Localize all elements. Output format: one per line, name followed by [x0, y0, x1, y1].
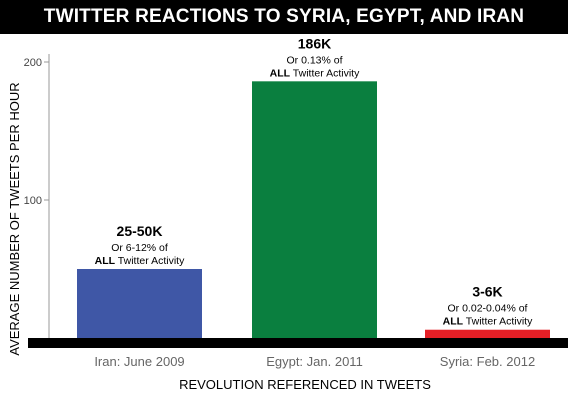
- bar-percent-label: Or 0.02-0.04% of: [448, 303, 528, 315]
- x-category-label: Iran: June 2009: [94, 354, 184, 369]
- y-tick-label: 100: [24, 195, 42, 207]
- y-axis-title: AVERAGE NUMBER OF TWEETS PER HOUR: [7, 82, 22, 355]
- bar-value-label: 3-6K: [472, 284, 502, 300]
- bars: [77, 81, 550, 338]
- x-category-label: Egypt: Jan. 2011: [266, 354, 363, 369]
- bar-value-label: 25-50K: [117, 223, 163, 239]
- bar-activity-label: ALL Twitter Activity: [95, 255, 185, 267]
- y-ticks: 100 200: [24, 57, 49, 207]
- bar: [77, 269, 202, 338]
- bar-activity-label: ALL Twitter Activity: [443, 316, 533, 328]
- bar-percent-label: Or 6-12% of: [111, 242, 168, 254]
- bar-chart: 100 200 AVERAGE NUMBER OF TWEETS PER HOUR…: [7, 35, 568, 392]
- bar: [252, 81, 377, 338]
- x-category-label: Syria: Feb. 2012: [440, 354, 535, 369]
- x-axis-baseline: [28, 338, 568, 348]
- bar-percent-label: Or 0.13% of: [286, 54, 342, 66]
- y-tick-label: 200: [24, 57, 42, 69]
- chart-title: TWITTER REACTIONS TO SYRIA, EGYPT, AND I…: [0, 0, 568, 34]
- bar-activity-label: ALL Twitter Activity: [270, 67, 360, 79]
- y-axis: 100 200: [24, 54, 50, 338]
- x-axis-title: REVOLUTION REFERENCED IN TWEETS: [179, 377, 431, 392]
- bar: [425, 329, 550, 338]
- bar-value-label: 186K: [298, 35, 331, 51]
- x-categories: Iran: June 2009 Egypt: Jan. 2011 Syria: Fe…: [94, 354, 535, 369]
